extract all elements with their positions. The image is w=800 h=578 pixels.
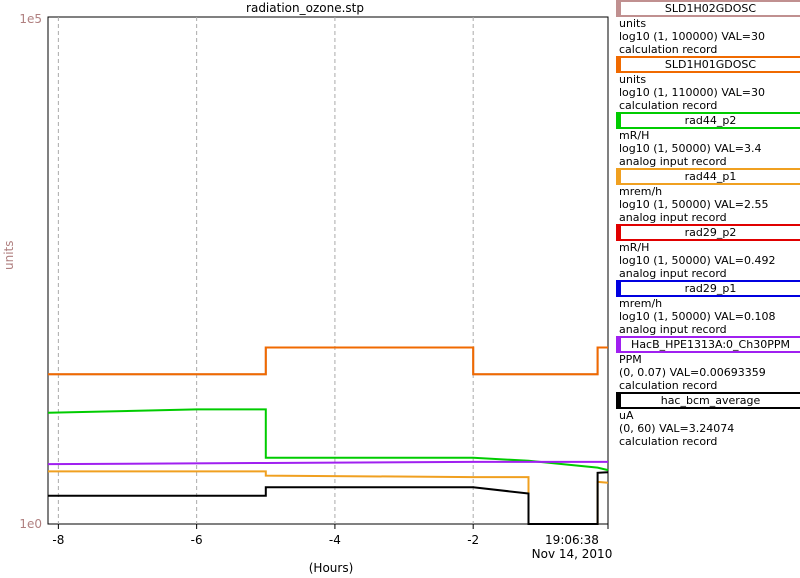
legend-entry-type: calculation record [619, 435, 718, 448]
legend-entry-range: (0, 0.07) VAL=0.00693359 [619, 366, 766, 379]
x-end-time-label: 19:06:38 [545, 533, 599, 547]
legend-entry-range: log10 (1, 50000) VAL=2.55 [619, 198, 769, 211]
legend: SLD1H02GDOSC units log10 (1, 100000) VAL=3… [614, 0, 800, 448]
chart-title: radiation_ozone.stp [246, 1, 364, 15]
legend-entry-unit: mR/H [619, 241, 650, 254]
legend-entry-range: log10 (1, 110000) VAL=30 [619, 86, 766, 99]
legend-entry-range: log10 (1, 50000) VAL=3.4 [619, 142, 762, 155]
legend-entry[interactable]: SLD1H02GDOSC units log10 (1, 100000) VAL=3… [614, 0, 800, 56]
legend-entry[interactable]: hac_bcm_average uA (0, 60) VAL=3.24074 calc… [614, 392, 800, 448]
legend-entry[interactable]: rad29_p2 mR/H log10 (1, 50000) VAL=0.492 an… [614, 224, 800, 280]
legend-entry-unit: PPM [619, 353, 642, 366]
x-end-date-label: Nov 14, 2010 [532, 547, 612, 561]
legend-entry-name[interactable]: rad44_p1 [616, 168, 800, 185]
legend-entry-type: calculation record [619, 379, 718, 392]
y-top-label: 1e5 [19, 12, 42, 26]
legend-entry-type: calculation record [619, 99, 718, 112]
legend-entry-type: analog input record [619, 211, 727, 224]
legend-entry[interactable]: rad44_p1 mrem/h log10 (1, 50000) VAL=2.55 a… [614, 168, 800, 224]
legend-entry-name[interactable]: hac_bcm_average [616, 392, 800, 409]
legend-entry-range: log10 (1, 50000) VAL=0.492 [619, 254, 776, 267]
legend-entry-unit: units [619, 17, 647, 30]
series-line-sld1h01gdosc [48, 346, 608, 376]
x-axis-label: (Hours) [309, 561, 354, 575]
legend-entry-name[interactable]: rad44_p2 [616, 112, 800, 129]
legend-entry-range: log10 (1, 50000) VAL=0.108 [619, 310, 776, 323]
series-line-rad44-p2 [47, 408, 609, 472]
legend-entry-unit: mrem/h [619, 297, 663, 310]
x-tick-label: -8 [52, 533, 64, 547]
legend-entry-range: log10 (1, 100000) VAL=30 [619, 30, 766, 43]
legend-entry-unit: mR/H [619, 129, 650, 142]
legend-entry-range: (0, 60) VAL=3.24074 [619, 422, 735, 435]
legend-entry-type: analog input record [619, 323, 727, 336]
legend-entry[interactable]: rad29_p1 mrem/h log10 (1, 50000) VAL=0.108… [614, 280, 800, 336]
x-tick-label: -2 [467, 533, 479, 547]
legend-entry-name[interactable]: rad29_p1 [616, 280, 800, 297]
legend-entry-type: analog input record [619, 267, 727, 280]
legend-entry-name[interactable]: rad29_p2 [616, 224, 800, 241]
x-tick-label: -6 [191, 533, 203, 547]
legend-entry-name[interactable]: HacB_HPE1313A:0_Ch30PPM [616, 336, 800, 353]
y-bottom-label: 1e0 [19, 517, 42, 531]
legend-entry-name[interactable]: SLD1H01GDOSC [616, 56, 800, 73]
legend-entry[interactable]: HacB_HPE1313A:0_Ch30PPM PPM (0, 0.07) VAL=… [614, 336, 800, 392]
x-tick-label: -4 [329, 533, 341, 547]
legend-entry-unit: units [619, 73, 647, 86]
legend-entry[interactable]: rad44_p2 mR/H log10 (1, 50000) VAL=3.4 anal… [614, 112, 800, 168]
plot-frame [47, 16, 609, 525]
legend-entry-name[interactable]: SLD1H02GDOSC [616, 0, 800, 17]
legend-entry-type: analog input record [619, 155, 727, 168]
legend-entry[interactable]: SLD1H01GDOSC units log10 (1, 110000) VAL=3… [614, 56, 800, 112]
legend-entry-unit: mrem/h [619, 185, 663, 198]
legend-entry-type: calculation record [619, 43, 718, 56]
legend-entry-unit: uA [619, 409, 634, 422]
series-line-hacb-hpe1313a-0-ch30ppm [47, 460, 608, 466]
series-line-hac-bcm-average [48, 471, 609, 525]
